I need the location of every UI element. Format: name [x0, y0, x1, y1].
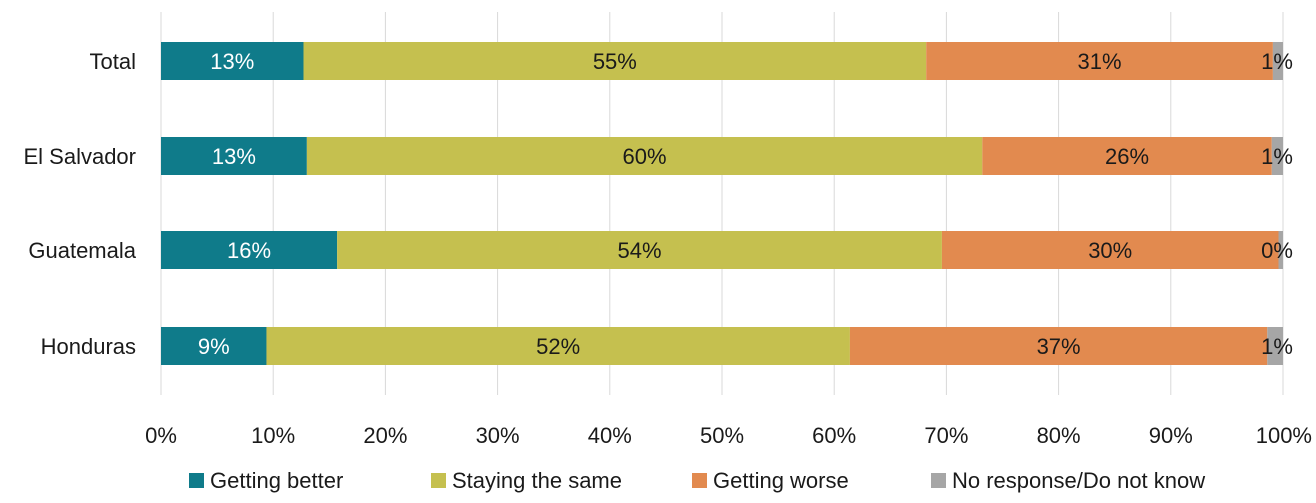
x-axis-tick-labels: 0% 10% 20% 30% 40% 50% 60% 70% 80% 90% 100% [145, 423, 1312, 448]
data-label: 1% [1261, 334, 1293, 359]
category-label: Guatemala [28, 238, 136, 263]
bar-segment [161, 327, 267, 365]
data-label: 1% [1261, 144, 1293, 169]
bar-segment [161, 231, 338, 269]
legend-swatch [431, 473, 446, 488]
data-label: 9% [198, 334, 230, 359]
bar-segment [849, 327, 1268, 365]
data-label: 37% [1037, 334, 1081, 359]
bar-segment [161, 42, 304, 80]
data-label: 54% [618, 238, 662, 263]
x-tick-label: 80% [1037, 423, 1081, 448]
x-tick-label: 70% [924, 423, 968, 448]
data-label: 16% [227, 238, 271, 263]
data-label: 13% [212, 144, 256, 169]
data-label: 13% [210, 49, 254, 74]
bar-segment [941, 231, 1279, 269]
data-label: 52% [536, 334, 580, 359]
data-label: 55% [593, 49, 637, 74]
x-tick-label: 90% [1149, 423, 1193, 448]
bar-segment [306, 137, 983, 175]
category-labels: Total El Salvador Guatemala Honduras [23, 49, 136, 359]
legend-label: No response/Do not know [952, 468, 1205, 493]
legend-label: Getting worse [713, 468, 849, 493]
data-label: 30% [1088, 238, 1132, 263]
legend-item: Getting worse [692, 468, 849, 493]
data-label: 0% [1261, 238, 1293, 263]
bar-segment [303, 42, 927, 80]
x-tick-label: 10% [251, 423, 295, 448]
data-label: 26% [1105, 144, 1149, 169]
legend-swatch [692, 473, 707, 488]
legend-label: Getting better [210, 468, 343, 493]
bar-segment [982, 137, 1272, 175]
x-tick-label: 0% [145, 423, 177, 448]
legend-swatch [189, 473, 204, 488]
bar-segment [266, 327, 850, 365]
x-tick-label: 40% [588, 423, 632, 448]
legend-item: No response/Do not know [931, 468, 1205, 493]
bar-segment [337, 231, 942, 269]
bar-segment [1271, 137, 1283, 175]
x-tick-label: 20% [363, 423, 407, 448]
legend-label: Staying the same [452, 468, 622, 493]
category-label: El Salvador [23, 144, 136, 169]
data-label: 60% [623, 144, 667, 169]
category-label: Honduras [41, 334, 136, 359]
x-tick-label: 60% [812, 423, 856, 448]
legend-swatch [931, 473, 946, 488]
bar-segment [161, 137, 307, 175]
category-label: Total [90, 49, 136, 74]
legend: Getting better Staying the same Getting wo… [189, 468, 1205, 493]
legend-item: Staying the same [431, 468, 622, 493]
legend-item: Getting better [189, 468, 343, 493]
data-label: 1% [1261, 49, 1293, 74]
bars: 13% 55% 31% 1% 13% 60% 26% 1% 16% 54% 30% 0% 9% 52% 37… [161, 42, 1293, 365]
bar-segment [1272, 42, 1283, 80]
x-tick-label: 50% [700, 423, 744, 448]
bar-segment [926, 42, 1273, 80]
bar-segment [1278, 231, 1283, 269]
x-tick-label: 30% [476, 423, 520, 448]
x-tick-label: 100% [1256, 423, 1312, 448]
data-label: 31% [1078, 49, 1122, 74]
bar-segment [1267, 327, 1283, 365]
